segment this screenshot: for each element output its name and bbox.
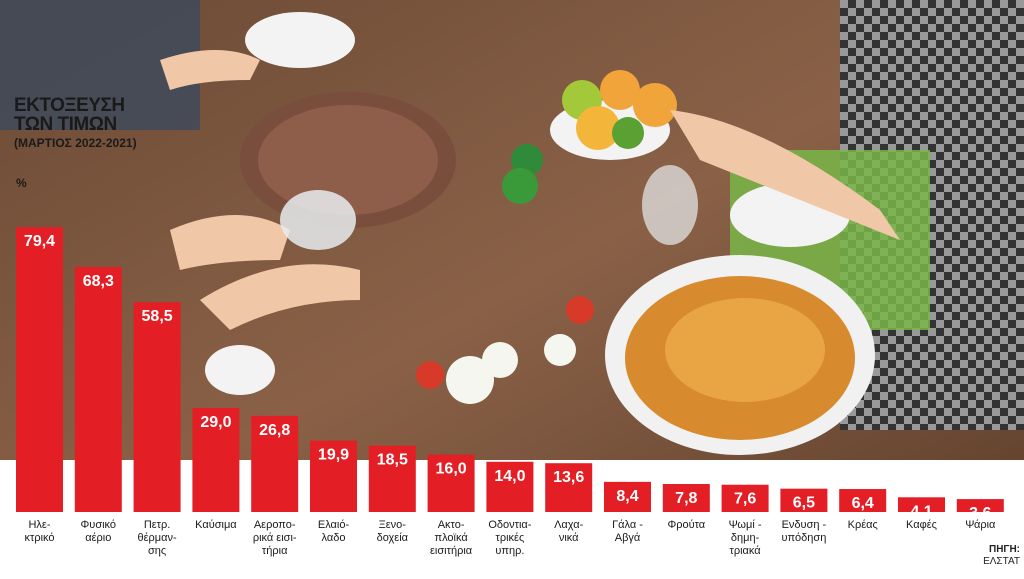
- bar-3: [133, 302, 181, 512]
- bar-11: [604, 481, 651, 512]
- data-label-9: 14,0: [494, 468, 525, 485]
- bar-12: [662, 484, 710, 512]
- data-label-8: 16,0: [436, 461, 467, 478]
- bar-7: [368, 445, 416, 512]
- data-label-3: 58,5: [142, 308, 173, 325]
- chart-subtitle: (ΜΑΡΤΙΟΣ 2022-2021): [14, 136, 137, 150]
- bar-6: [310, 440, 357, 512]
- data-label-4: 29,0: [200, 414, 231, 431]
- category-label-12: Φρούτα: [667, 519, 705, 531]
- bar-5: [251, 415, 299, 512]
- bar-14: [780, 488, 828, 512]
- category-label-14: Ενδυση -υπόδηση: [781, 519, 826, 544]
- bar-4: [192, 407, 240, 512]
- data-label-15: 6,4: [852, 495, 874, 512]
- data-label-1: 79,4: [24, 233, 55, 250]
- y-axis-unit: %: [16, 176, 27, 190]
- category-label-13: Ψωμί -δημη-τριακά: [729, 519, 762, 557]
- source-value: ΕΛΣΤΑΤ: [983, 556, 1020, 567]
- category-label-6: Ελαιό-λαδο: [318, 519, 350, 544]
- category-label-11: Γάλα -Αβγά: [612, 519, 643, 544]
- bar-10: [545, 463, 593, 512]
- bar-16: [898, 497, 945, 512]
- bar-1: [16, 227, 63, 512]
- data-label-14: 6,5: [793, 495, 815, 512]
- chart-title-line-1: ΕΚΤΟΞΕΥΣΗ: [14, 95, 125, 116]
- category-label-17: Ψάρια: [965, 519, 996, 531]
- data-label-16: 4,1: [910, 503, 932, 520]
- data-label-5: 26,8: [259, 422, 290, 439]
- data-label-13: 7,6: [734, 491, 756, 508]
- category-label-8: Ακτο-πλοϊκά εισιτήρια: [430, 519, 473, 557]
- bar-2: [74, 266, 122, 512]
- data-label-11: 8,4: [616, 488, 638, 505]
- bar-13: [721, 484, 769, 512]
- bar-17: [956, 499, 1004, 512]
- data-label-12: 7,8: [675, 490, 697, 507]
- category-label-15: Κρέας: [848, 519, 878, 531]
- data-label-6: 19,9: [318, 447, 349, 464]
- source-note: ΠΗΓΗ: ΕΛΣΤΑΤ: [960, 544, 1020, 568]
- data-label-2: 68,3: [83, 273, 114, 290]
- category-label-4: Καύσιμα: [195, 519, 237, 531]
- bar-8: [427, 454, 475, 512]
- bar-15: [839, 489, 887, 512]
- category-label-16: Καφές: [906, 519, 937, 531]
- category-label-3: Πετρ. θέρμαν-σης: [138, 519, 177, 557]
- category-label-10: Λαχα-νικά: [554, 519, 584, 544]
- category-label-7: Ξενο-δοχεία: [377, 519, 409, 544]
- source-label: ΠΗΓΗ:: [988, 544, 1020, 555]
- data-label-7: 18,5: [377, 452, 408, 469]
- chart-title: ΕΚΤΟΞΕΥΣΗ ΤΩΝ ΤΙΜΩΝ: [14, 96, 234, 134]
- category-label-2: Φυσικό αέριο: [81, 519, 117, 544]
- category-label-5: Αεροπο-ρικά εισι-τήρια: [253, 519, 297, 557]
- category-label-9: Οδοντια-τρικές υπηρ.: [488, 519, 531, 557]
- chart-title-line-2: ΤΩΝ ΤΙΜΩΝ: [14, 114, 117, 135]
- category-label-1: Ηλε-κτρικό: [24, 519, 54, 544]
- data-label-17: 3,6: [969, 505, 991, 522]
- data-label-10: 13,6: [553, 469, 584, 486]
- bar-9: [486, 461, 534, 512]
